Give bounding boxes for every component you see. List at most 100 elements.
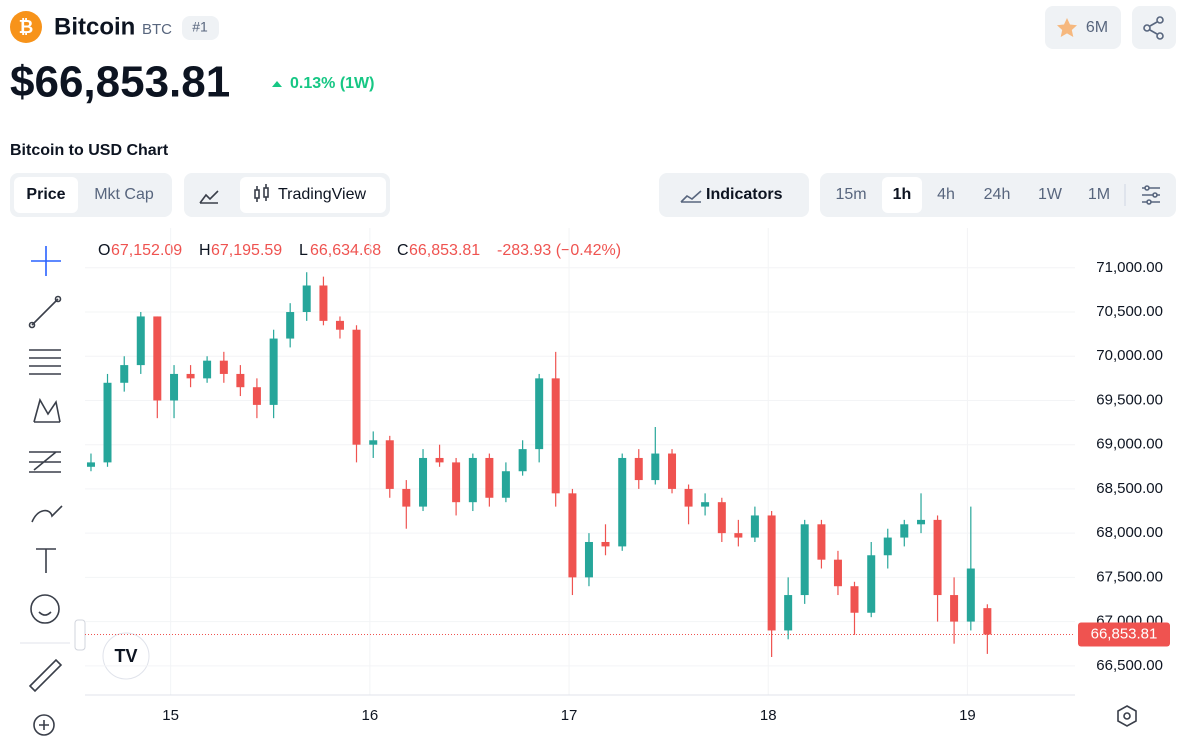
up-arrow <box>272 81 282 87</box>
line-chart-tab[interactable] <box>199 190 219 204</box>
crosshair-tool[interactable] <box>31 246 61 276</box>
coin-logo <box>10 11 42 43</box>
candle-body <box>402 488 411 507</box>
candle-body <box>900 524 909 538</box>
candle-body <box>468 457 477 503</box>
interval-tab[interactable]: 1M <box>1088 186 1110 203</box>
tab[interactable]: Mkt Cap <box>94 186 154 203</box>
legend-change: -283.93 (−0.42%) <box>497 242 621 259</box>
candle-body <box>668 453 677 489</box>
candle-body <box>883 537 892 556</box>
interval-tab[interactable]: 15m <box>835 186 866 203</box>
indicators-button[interactable] <box>659 173 809 217</box>
candle-body <box>784 595 793 631</box>
candle-body <box>800 524 809 596</box>
legend-value: 67,195.59 <box>211 242 282 259</box>
candle-body <box>501 471 510 498</box>
candle-body <box>767 515 776 631</box>
candle-body <box>634 457 643 481</box>
candle-body <box>584 541 593 578</box>
trend-line-tool[interactable] <box>31 298 59 326</box>
x-tick-label: 19 <box>959 707 976 724</box>
tab[interactable]: Price <box>26 186 65 203</box>
y-tick-label: 71,000.00 <box>1096 259 1163 276</box>
active-tab <box>14 177 78 213</box>
legend-key: H <box>199 242 211 259</box>
candle-body <box>966 568 975 622</box>
y-tick-label: 69,500.00 <box>1096 391 1163 408</box>
indicators-label[interactable]: Indicators <box>706 186 783 203</box>
last-price-label: 66,853.81 <box>1091 625 1158 642</box>
candle-body <box>983 608 992 635</box>
x-tick-label: 17 <box>561 707 578 724</box>
coin-logo-glyph: ₿ <box>19 17 34 37</box>
candle-body <box>750 515 759 538</box>
active-tab <box>240 177 386 213</box>
legend-key: C <box>397 242 409 259</box>
y-tick-label: 70,500.00 <box>1096 303 1163 320</box>
indicators-icon <box>680 190 702 203</box>
tv-logo <box>102 632 150 680</box>
coin-name: Bitcoin <box>54 13 135 40</box>
legend-value: 67,152.09 <box>111 242 182 259</box>
candle-body <box>236 373 245 388</box>
candle-body <box>170 373 179 401</box>
candle-body <box>203 360 212 379</box>
candle-body <box>136 316 145 366</box>
price: $66,853.81 <box>10 58 230 107</box>
plot <box>85 228 1075 696</box>
candle-body <box>950 595 959 622</box>
y-tick-label: 69,000.00 <box>1096 436 1163 453</box>
settings-icon[interactable] <box>1142 185 1160 205</box>
y-tick-label: 66,500.00 <box>1096 657 1163 674</box>
candle-body <box>684 488 693 507</box>
tv-logo-mark: TV <box>114 646 137 666</box>
share-button[interactable] <box>1132 6 1176 49</box>
interval-tab[interactable]: 4h <box>937 186 955 203</box>
star-icon <box>1057 18 1077 37</box>
chart-heading: Bitcoin to USD Chart <box>10 142 169 159</box>
share-icon <box>1143 16 1164 40</box>
collapse-toolbar[interactable] <box>74 619 86 651</box>
text-tool[interactable] <box>36 548 56 573</box>
candle-body <box>850 586 859 613</box>
candle-body <box>817 524 826 560</box>
last-price-tag <box>1078 622 1170 647</box>
x-tick-label: 15 <box>162 707 179 724</box>
legend-key: L <box>299 242 308 259</box>
candle-body <box>252 387 261 405</box>
ruler-tool[interactable] <box>28 658 63 693</box>
candle-body <box>103 382 112 463</box>
candle-body <box>734 533 743 538</box>
rank-pill <box>182 16 219 40</box>
interval-tab[interactable]: 1h <box>893 186 912 203</box>
candle-body <box>186 373 195 379</box>
candle-body <box>86 462 95 467</box>
candle-body <box>701 502 710 507</box>
tab[interactable]: TradingView <box>278 186 366 203</box>
candle-body <box>518 449 527 472</box>
interval-tab[interactable]: 24h <box>984 186 1011 203</box>
y-tick-label: 70,000.00 <box>1096 347 1163 364</box>
toolbar <box>28 246 63 736</box>
candle-body <box>352 329 361 445</box>
legend-value: 66,634.68 <box>310 242 381 259</box>
candle-body <box>120 365 129 383</box>
fib-tool[interactable] <box>29 349 61 375</box>
candle-body <box>568 493 577 578</box>
candle-body <box>302 285 311 313</box>
candle-body <box>601 541 610 547</box>
zoom-tool[interactable] <box>33 714 55 736</box>
chart-settings[interactable] <box>1117 705 1137 727</box>
emoji-tool[interactable] <box>30 594 60 624</box>
projection-tool[interactable] <box>29 451 61 473</box>
pattern-tool[interactable] <box>33 397 61 423</box>
candle-body <box>219 360 228 374</box>
brush-tool[interactable] <box>31 505 63 523</box>
candle-body <box>917 519 926 525</box>
x-tick-label: 16 <box>362 707 379 724</box>
watchlist-button[interactable] <box>1045 6 1121 49</box>
interval-tab[interactable]: 1W <box>1038 186 1063 203</box>
candle-body <box>319 285 328 321</box>
